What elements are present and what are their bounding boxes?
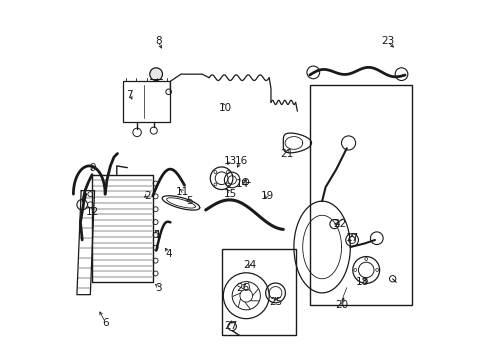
Text: 19: 19: [260, 191, 273, 201]
Text: 4: 4: [165, 249, 172, 259]
Text: 20: 20: [334, 300, 347, 310]
Text: 27: 27: [224, 321, 237, 332]
Text: 5: 5: [186, 196, 193, 206]
Text: 8: 8: [154, 36, 161, 46]
Circle shape: [149, 68, 162, 81]
Bar: [309, 85, 411, 305]
Text: 17: 17: [345, 233, 358, 243]
Text: 11: 11: [176, 187, 189, 197]
Text: 12: 12: [85, 207, 99, 217]
Text: 3: 3: [154, 283, 161, 293]
Text: 16: 16: [234, 156, 247, 166]
Text: 25: 25: [269, 297, 282, 307]
Text: 10: 10: [218, 103, 231, 113]
Bar: [221, 249, 295, 335]
Text: 21: 21: [280, 149, 293, 158]
Text: 23: 23: [380, 36, 393, 46]
Text: 7: 7: [126, 90, 133, 100]
Bar: [122, 81, 170, 122]
Text: 24: 24: [243, 260, 256, 270]
Text: 26: 26: [236, 283, 249, 293]
Text: 9: 9: [89, 163, 96, 173]
Text: 13: 13: [224, 156, 237, 166]
Text: 15: 15: [224, 189, 237, 199]
Text: 6: 6: [102, 318, 108, 328]
Text: 2: 2: [144, 191, 150, 201]
Text: 14: 14: [236, 179, 249, 189]
Text: 18: 18: [355, 277, 368, 287]
Text: 22: 22: [332, 219, 346, 229]
Text: 1: 1: [154, 230, 161, 240]
